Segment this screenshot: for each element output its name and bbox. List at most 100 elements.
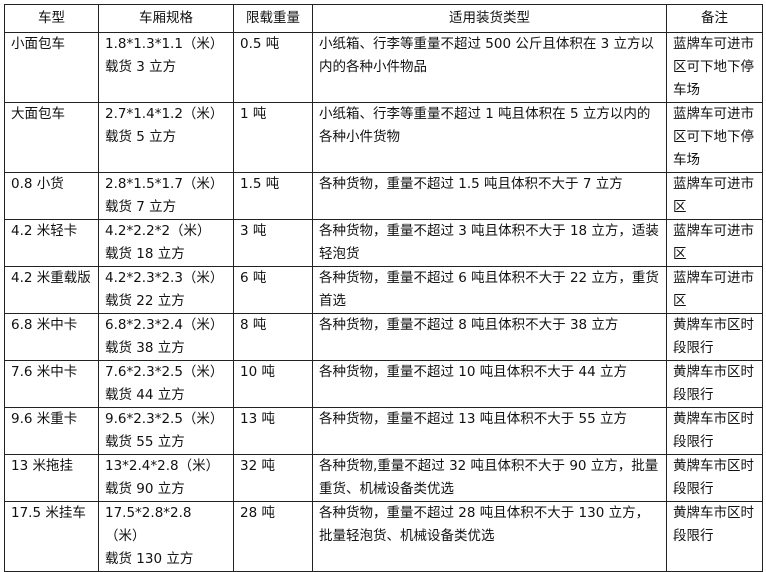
header-cargo-box-size: 车厢规格 xyxy=(98,4,234,33)
vehicle-type: 6.8 米中卡 xyxy=(11,317,78,333)
weight-limit: 28 吨 xyxy=(240,505,275,521)
box-size: 17.5*2.8*2.8（米） xyxy=(105,505,192,544)
note: 黄牌车市区时段限行 xyxy=(673,364,754,403)
cargo-volume: 载货 130 立方 xyxy=(105,551,194,567)
note: 蓝牌车可进市区可下地下停车场 xyxy=(673,36,754,98)
cargo-type: 小纸箱、行李等重量不超过 500 公斤且体积在 3 立方以内的各种小件物品 xyxy=(319,36,655,75)
table-row: 4.2 米重载版 4.2*2.3*2.3（米） 载货 22 立方 6 吨 各种货物，重量… xyxy=(4,266,763,314)
vehicle-type-cell: 0.8 小货 xyxy=(4,172,99,220)
cargo-type: 各种货物，重量不超过 28 吨且体积不大于 130 立方，批量轻泡货、机械设备类… xyxy=(319,505,650,544)
note-cell: 蓝牌车可进市区 xyxy=(666,266,763,314)
table-row: 0.8 小货 2.8*1.5*1.7（米） 载货 7 立方 1.5 吨 各种货物，重量不… xyxy=(4,172,763,220)
vehicle-type: 9.6 米重卡 xyxy=(11,411,78,427)
cargo-box-size-cell: 4.2*2.3*2.3（米） 载货 22 立方 xyxy=(98,266,234,314)
vehicle-type: 小面包车 xyxy=(11,36,65,52)
table-row: 13 米拖挂 13*2.4*2.8（米） 载货 90 立方 32 吨 各种货物,重量不超… xyxy=(4,454,763,502)
weight-limit-cell: 32 吨 xyxy=(233,454,313,502)
weight-limit: 10 吨 xyxy=(240,364,275,380)
note-cell: 蓝牌车可进市区可下地下停车场 xyxy=(666,102,763,173)
cargo-type: 各种货物，重量不超过 6 吨且体积不大于 22 立方，重货首选 xyxy=(319,270,659,309)
box-size: 13*2.4*2.8（米） xyxy=(105,458,220,474)
vehicle-type-cell: 9.6 米重卡 xyxy=(4,407,99,455)
cargo-volume: 载货 38 立方 xyxy=(105,340,185,356)
note: 黄牌车市区时段限行 xyxy=(673,411,754,450)
vehicle-type-cell: 7.6 米中卡 xyxy=(4,360,99,408)
vehicle-spec-table: 车型 车厢规格 限载重量 适用装货类型 备注 小面包车 1.8*1.3*1.1（米… xyxy=(4,4,763,572)
box-size: 4.2*2.3*2.3（米） xyxy=(105,270,224,286)
header-row: 车型 车厢规格 限载重量 适用装货类型 备注 xyxy=(4,4,763,33)
note: 蓝牌车可进市区 xyxy=(673,270,754,309)
cargo-type-cell: 各种货物，重量不超过 1.5 吨且体积不大于 7 立方 xyxy=(312,172,667,220)
cargo-type-cell: 各种货物，重量不超过 8 吨且体积不大于 38 立方 xyxy=(312,313,667,361)
cargo-box-size-cell: 2.8*1.5*1.7（米） 载货 7 立方 xyxy=(98,172,234,220)
vehicle-type: 4.2 米轻卡 xyxy=(11,223,78,239)
header-weight-limit: 限载重量 xyxy=(233,4,313,33)
note-cell: 黄牌车市区时段限行 xyxy=(666,407,763,455)
cargo-box-size-cell: 6.8*2.3*2.4（米） 载货 38 立方 xyxy=(98,313,234,361)
header-vehicle-type: 车型 xyxy=(4,4,99,33)
box-size: 1.8*1.3*1.1（米） xyxy=(105,36,224,52)
box-size: 2.7*1.4*1.2（米） xyxy=(105,106,224,122)
header-note: 备注 xyxy=(666,4,763,33)
vehicle-type-cell: 17.5 米挂车 xyxy=(4,501,99,572)
box-size: 2.8*1.5*1.7（米） xyxy=(105,176,224,192)
cargo-type-cell: 各种货物，重量不超过 6 吨且体积不大于 22 立方，重货首选 xyxy=(312,266,667,314)
vehicle-type-cell: 小面包车 xyxy=(4,32,99,103)
cargo-volume: 载货 18 立方 xyxy=(105,246,185,262)
box-size: 6.8*2.3*2.4（米） xyxy=(105,317,224,333)
cargo-box-size-cell: 4.2*2.2*2（米） 载货 18 立方 xyxy=(98,219,234,267)
table-row: 17.5 米挂车 17.5*2.8*2.8（米） 载货 130 立方 28 吨 各种货物… xyxy=(4,501,763,572)
cargo-volume: 载货 90 立方 xyxy=(105,481,185,497)
box-size: 9.6*2.3*2.5（米） xyxy=(105,411,224,427)
weight-limit-cell: 8 吨 xyxy=(233,313,313,361)
box-size: 7.6*2.3*2.5（米） xyxy=(105,364,224,380)
note: 黄牌车市区时段限行 xyxy=(673,458,754,497)
note: 黄牌车市区时段限行 xyxy=(673,505,754,544)
cargo-type: 小纸箱、行李等重量不超过 1 吨且体积在 5 立方以内的各种小件货物 xyxy=(319,106,651,145)
cargo-volume: 载货 3 立方 xyxy=(105,59,177,75)
weight-limit: 13 吨 xyxy=(240,411,275,427)
cargo-type: 各种货物,重量不超过 32 吨且体积不大于 90 立方，批量重货、机械设备类优选 xyxy=(319,458,659,497)
vehicle-type-cell: 大面包车 xyxy=(4,102,99,173)
vehicle-type: 7.6 米中卡 xyxy=(11,364,78,380)
note-cell: 黄牌车市区时段限行 xyxy=(666,501,763,572)
vehicle-type-cell: 4.2 米轻卡 xyxy=(4,219,99,267)
note-cell: 蓝牌车可进市区 xyxy=(666,219,763,267)
table-row: 小面包车 1.8*1.3*1.1（米） 载货 3 立方 0.5 吨 小纸箱、行李等重量不… xyxy=(4,32,763,103)
weight-limit-cell: 1.5 吨 xyxy=(233,172,313,220)
box-size: 4.2*2.2*2（米） xyxy=(105,223,211,239)
cargo-type-cell: 各种货物,重量不超过 32 吨且体积不大于 90 立方，批量重货、机械设备类优选 xyxy=(312,454,667,502)
table-row: 6.8 米中卡 6.8*2.3*2.4（米） 载货 38 立方 8 吨 各种货物，重量不… xyxy=(4,313,763,361)
weight-limit-cell: 13 吨 xyxy=(233,407,313,455)
cargo-type-cell: 各种货物，重量不超过 13 吨且体积不大于 55 立方 xyxy=(312,407,667,455)
weight-limit-cell: 28 吨 xyxy=(233,501,313,572)
vehicle-type-cell: 4.2 米重载版 xyxy=(4,266,99,314)
note-cell: 蓝牌车可进市区 xyxy=(666,172,763,220)
vehicle-type: 13 米拖挂 xyxy=(11,458,73,474)
weight-limit: 32 吨 xyxy=(240,458,275,474)
note-cell: 黄牌车市区时段限行 xyxy=(666,454,763,502)
vehicle-type: 4.2 米重载版 xyxy=(11,270,91,286)
cargo-box-size-cell: 9.6*2.3*2.5（米） 载货 55 立方 xyxy=(98,407,234,455)
vehicle-type-cell: 6.8 米中卡 xyxy=(4,313,99,361)
note-cell: 黄牌车市区时段限行 xyxy=(666,360,763,408)
weight-limit: 6 吨 xyxy=(240,270,267,286)
note: 蓝牌车可进市区 xyxy=(673,223,754,262)
cargo-box-size-cell: 17.5*2.8*2.8（米） 载货 130 立方 xyxy=(98,501,234,572)
note: 蓝牌车可进市区 xyxy=(673,176,754,215)
note-cell: 蓝牌车可进市区可下地下停车场 xyxy=(666,32,763,103)
cargo-type-cell: 小纸箱、行李等重量不超过 500 公斤且体积在 3 立方以内的各种小件物品 xyxy=(312,32,667,103)
cargo-box-size-cell: 1.8*1.3*1.1（米） 载货 3 立方 xyxy=(98,32,234,103)
cargo-box-size-cell: 13*2.4*2.8（米） 载货 90 立方 xyxy=(98,454,234,502)
cargo-volume: 载货 44 立方 xyxy=(105,387,185,403)
weight-limit: 1 吨 xyxy=(240,106,267,122)
note: 蓝牌车可进市区可下地下停车场 xyxy=(673,106,754,168)
weight-limit: 0.5 吨 xyxy=(240,36,280,52)
weight-limit: 3 吨 xyxy=(240,223,267,239)
header-cargo-type: 适用装货类型 xyxy=(312,4,667,33)
cargo-type-cell: 各种货物，重量不超过 3 吨且体积不大于 18 立方，适装轻泡货 xyxy=(312,219,667,267)
cargo-type: 各种货物，重量不超过 3 吨且体积不大于 18 立方，适装轻泡货 xyxy=(319,223,659,262)
table-row: 7.6 米中卡 7.6*2.3*2.5（米） 载货 44 立方 10 吨 各种货物，重量… xyxy=(4,360,763,408)
note: 黄牌车市区时段限行 xyxy=(673,317,754,356)
cargo-type-cell: 各种货物，重量不超过 28 吨且体积不大于 130 立方，批量轻泡货、机械设备类… xyxy=(312,501,667,572)
